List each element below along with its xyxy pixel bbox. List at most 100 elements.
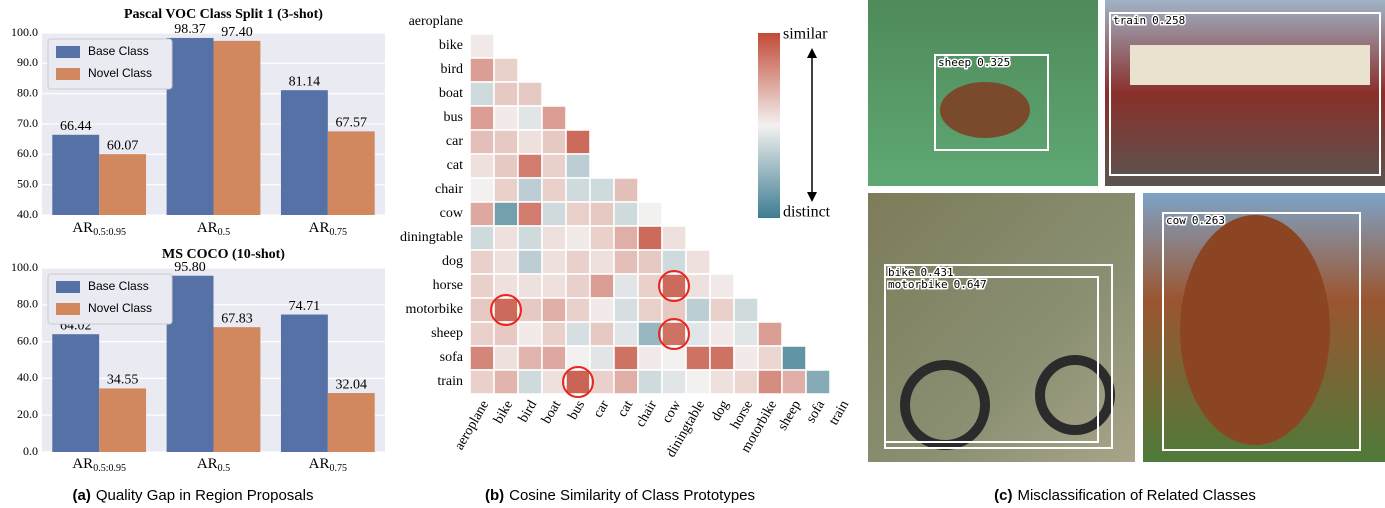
heatmap-cell	[614, 370, 638, 394]
column-label: sheep	[775, 398, 804, 433]
heatmap-cell	[710, 322, 734, 346]
heatmap-cell	[470, 178, 494, 202]
heatmap-cell	[542, 178, 566, 202]
y-tick-label: 0.0	[23, 444, 38, 458]
row-label: diningtable	[400, 230, 463, 245]
heatmap-cell	[470, 202, 494, 226]
heatmap-cell	[782, 370, 806, 394]
row-label: horse	[433, 278, 463, 293]
bar	[214, 327, 261, 452]
heatmap-cell	[614, 202, 638, 226]
row-label: chair	[435, 182, 463, 197]
heatmap-cell	[470, 250, 494, 274]
heatmap-cell	[470, 346, 494, 370]
heatmap-cell	[494, 298, 518, 322]
y-tick-label: 50.0	[17, 176, 38, 190]
caption-text: Misclassification of Related Classes	[1017, 487, 1255, 504]
heatmap-cell	[518, 82, 542, 106]
value-label: 74.71	[289, 299, 321, 314]
heatmap-cell	[470, 34, 494, 58]
heatmap-cell	[566, 298, 590, 322]
column-label: car	[591, 398, 613, 421]
heatmap-cell	[566, 322, 590, 346]
caption-label: (a)	[73, 487, 91, 504]
x-tick-label-main: AR	[72, 456, 93, 472]
heatmap-cell	[470, 370, 494, 394]
heatmap-cell	[638, 226, 662, 250]
bar	[52, 135, 99, 215]
bar	[281, 90, 328, 215]
x-tick-label-main: AR	[309, 456, 330, 472]
heatmap-cell	[542, 322, 566, 346]
heatmap-cell	[566, 370, 590, 394]
row-label: bus	[444, 110, 463, 125]
row-label: sofa	[440, 350, 464, 365]
heatmap-cell	[638, 370, 662, 394]
heatmap-cell	[542, 346, 566, 370]
heatmap-cell	[590, 202, 614, 226]
heatmap-cell	[638, 298, 662, 322]
heatmap-cell	[494, 106, 518, 130]
x-tick-label: AR0.75	[309, 220, 347, 238]
heatmap-cell	[518, 346, 542, 370]
column-label: aeroplane	[452, 398, 492, 453]
heatmap-cell	[590, 298, 614, 322]
bar	[214, 41, 261, 215]
detection-score: 0.263	[1192, 214, 1225, 227]
value-label: 34.55	[107, 373, 139, 388]
y-tick-label: 80.0	[17, 85, 38, 99]
photo-subject	[1130, 45, 1370, 85]
bar	[52, 334, 99, 452]
detection-class: sheep	[938, 56, 971, 69]
figure: Pascal VOC Class Split 1 (3-shot)40.050.…	[0, 0, 1385, 508]
heatmap-cell	[710, 274, 734, 298]
heatmap-cell	[542, 226, 566, 250]
y-tick-label: 90.0	[17, 55, 38, 69]
x-tick-label: AR0.5	[197, 456, 230, 474]
y-tick-label: 100.0	[11, 25, 38, 39]
caption-label: (c)	[994, 487, 1012, 504]
heatmap-cell	[518, 274, 542, 298]
heatmap-cell	[542, 274, 566, 298]
colorbar	[758, 33, 780, 218]
heatmap-cell	[614, 298, 638, 322]
x-tick-label: AR0.5:0.95	[72, 456, 126, 474]
heatmap-cell	[614, 274, 638, 298]
row-label: aeroplane	[409, 14, 463, 29]
legend-label: Novel Class	[88, 301, 152, 315]
heatmap-cell	[662, 370, 686, 394]
heatmap-cell	[590, 322, 614, 346]
value-label: 67.57	[336, 116, 368, 131]
heatmap-cell	[542, 154, 566, 178]
heatmap-cell	[494, 82, 518, 106]
bar	[328, 393, 375, 452]
heatmap-cell	[518, 322, 542, 346]
row-label: train	[437, 374, 463, 389]
bar	[281, 315, 328, 452]
heatmap-cell	[686, 298, 710, 322]
heatmap-cell	[542, 298, 566, 322]
bar	[99, 154, 146, 215]
x-tick-label-subscript: 0.5	[218, 227, 231, 238]
heatmap-cell	[494, 154, 518, 178]
column-label: chair	[633, 398, 660, 430]
heatmap-cell	[710, 298, 734, 322]
value-label: 67.83	[221, 311, 253, 326]
detection-class: train	[1113, 14, 1146, 27]
heatmap-cell	[542, 250, 566, 274]
x-tick-label-main: AR	[72, 220, 93, 236]
caption: (c) Misclassification of Related Classes	[994, 487, 1256, 504]
legend-swatch	[56, 303, 80, 315]
heatmap-cell	[758, 346, 782, 370]
heatmap-cell	[590, 346, 614, 370]
heatmap-cell	[470, 154, 494, 178]
row-label: boat	[439, 86, 463, 101]
heatmap-cell	[734, 370, 758, 394]
x-tick-label-subscript: 0.5:0.95	[93, 227, 126, 238]
row-label: car	[446, 134, 463, 149]
heatmap-cell	[614, 322, 638, 346]
row-label: bird	[440, 62, 463, 77]
heatmap-cell	[758, 370, 782, 394]
column-label: bus	[566, 398, 589, 422]
value-label: 97.40	[221, 25, 253, 40]
